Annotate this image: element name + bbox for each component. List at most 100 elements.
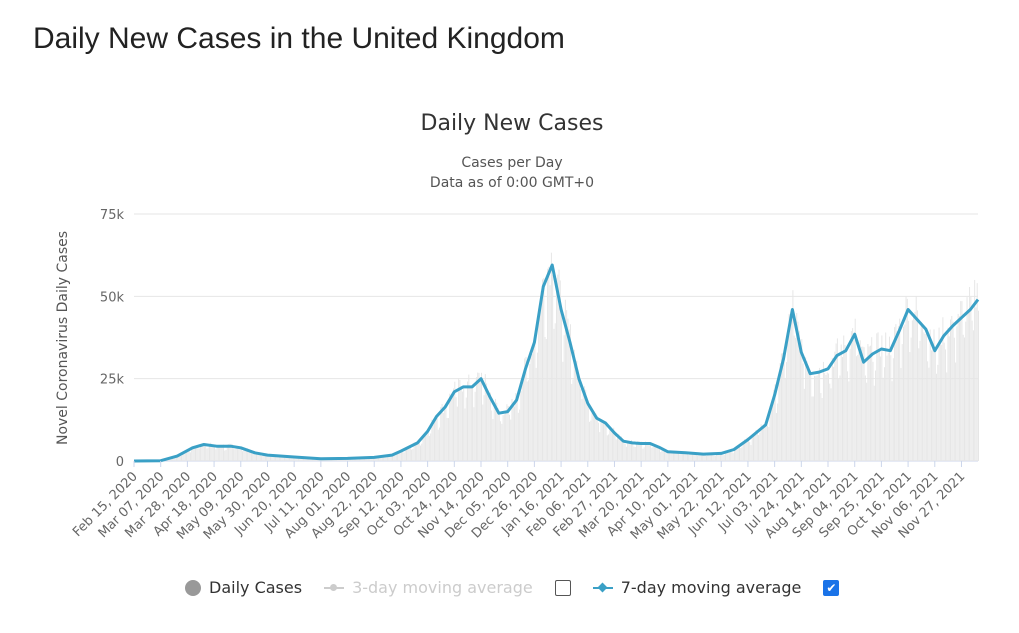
daily-bar — [295, 458, 297, 461]
daily-bar — [562, 361, 564, 461]
daily-bar — [847, 371, 849, 461]
daily-bar — [863, 347, 865, 461]
daily-bar — [224, 450, 226, 461]
daily-bar — [529, 363, 531, 461]
daily-bar — [867, 343, 869, 461]
daily-bar — [425, 436, 427, 461]
daily-bar — [709, 453, 711, 461]
daily-bar — [712, 454, 714, 461]
daily-bar — [908, 320, 910, 461]
daily-bar — [672, 452, 674, 461]
daily-bar — [578, 378, 580, 461]
daily-bar — [825, 374, 827, 461]
daily-bar — [848, 381, 850, 461]
daily-bar — [861, 346, 863, 461]
daily-bar — [399, 450, 401, 461]
daily-bar — [235, 446, 237, 461]
daily-bar — [670, 452, 672, 461]
daily-bar — [916, 310, 918, 461]
daily-bar — [210, 442, 212, 461]
daily-bar — [604, 423, 606, 461]
daily-bar — [474, 391, 476, 461]
daily-bar — [403, 452, 405, 461]
daily-bar — [183, 451, 185, 461]
daily-bar — [259, 455, 261, 461]
daily-bar — [685, 452, 687, 461]
daily-bar — [296, 457, 298, 461]
daily-bar — [512, 403, 514, 461]
daily-bar — [641, 441, 643, 461]
daily-bar — [955, 362, 957, 461]
daily-bar — [841, 356, 843, 461]
daily-bar — [514, 406, 516, 461]
daily-bar — [829, 383, 831, 461]
daily-bar — [526, 381, 528, 461]
daily-bar — [229, 443, 231, 461]
daily-bar — [422, 435, 424, 461]
daily-bar — [494, 398, 496, 461]
daily-bar — [216, 447, 218, 461]
daily-bar — [680, 452, 682, 461]
legend: Daily Cases 3-day moving average 7-day m… — [185, 578, 861, 597]
daily-bar — [896, 331, 898, 461]
daily-bar — [182, 453, 184, 461]
daily-bar — [599, 432, 601, 461]
daily-bar — [765, 424, 767, 461]
daily-bar — [944, 349, 946, 461]
daily-bar — [628, 441, 630, 461]
daily-bar — [777, 403, 779, 461]
daily-bar — [511, 398, 513, 461]
daily-bar — [273, 455, 275, 461]
daily-bar — [572, 379, 574, 461]
daily-bar — [854, 318, 856, 461]
daily-bar — [600, 419, 602, 461]
daily-bar — [314, 458, 316, 461]
daily-bar — [751, 437, 753, 461]
daily-bar — [566, 310, 568, 461]
daily-bar — [426, 434, 428, 461]
daily-bar — [683, 452, 685, 461]
daily-bar — [322, 459, 324, 461]
daily-bar — [819, 367, 821, 461]
daily-bar — [722, 455, 724, 461]
series-line-7day — [133, 263, 980, 463]
daily-bar — [379, 456, 381, 461]
daily-bar — [897, 326, 899, 461]
daily-bar — [703, 454, 705, 461]
daily-bar — [702, 454, 704, 461]
daily-bar — [245, 449, 247, 461]
daily-bar — [303, 457, 305, 461]
daily-bar — [282, 455, 284, 461]
daily-bar — [882, 377, 884, 461]
daily-bar — [402, 451, 404, 461]
daily-bar — [585, 389, 587, 461]
checkbox-7day[interactable]: ✔ — [823, 579, 840, 596]
daily-bar — [515, 393, 517, 461]
daily-bar — [675, 450, 677, 461]
daily-bar — [966, 297, 968, 461]
legend-7day-average[interactable]: 7-day moving average — [592, 578, 801, 597]
daily-bar — [207, 447, 209, 461]
daily-bar — [817, 372, 819, 461]
checkbox-3day[interactable] — [554, 579, 571, 596]
daily-bar — [582, 392, 584, 461]
daily-bar — [910, 337, 912, 461]
daily-bar — [393, 455, 395, 461]
line-diamond-icon — [592, 583, 613, 593]
daily-bar — [850, 331, 852, 461]
legend-daily-cases[interactable]: Daily Cases — [185, 578, 302, 597]
legend-3day-average[interactable]: 3-day moving average — [324, 578, 533, 597]
daily-bar — [542, 279, 543, 461]
daily-bar — [899, 318, 901, 461]
daily-bar — [412, 448, 414, 461]
daily-bar — [732, 453, 734, 461]
daily-bar — [261, 455, 263, 461]
y-tick-label: 0 — [116, 455, 124, 470]
daily-bar — [970, 296, 972, 461]
daily-bar — [646, 444, 648, 461]
daily-bar — [924, 333, 926, 461]
daily-bar — [186, 451, 188, 461]
daily-bar — [862, 346, 864, 461]
daily-bar — [179, 455, 181, 461]
